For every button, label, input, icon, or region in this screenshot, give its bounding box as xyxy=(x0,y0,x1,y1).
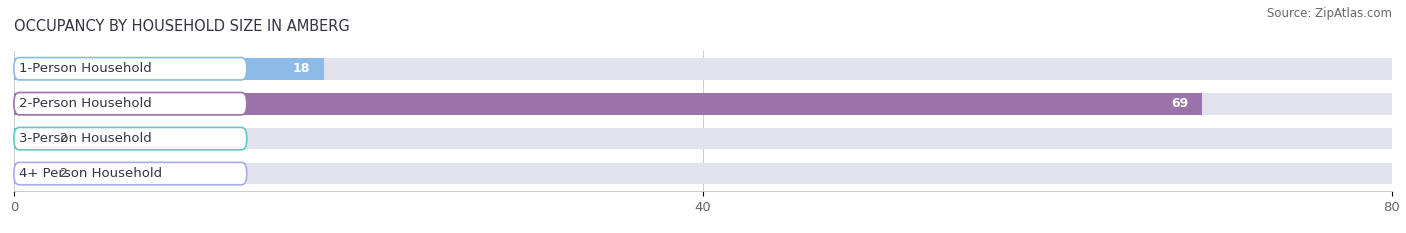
Text: Source: ZipAtlas.com: Source: ZipAtlas.com xyxy=(1267,7,1392,20)
Text: OCCUPANCY BY HOUSEHOLD SIZE IN AMBERG: OCCUPANCY BY HOUSEHOLD SIZE IN AMBERG xyxy=(14,20,350,34)
Text: 2: 2 xyxy=(59,132,66,145)
FancyBboxPatch shape xyxy=(14,127,246,150)
Bar xyxy=(14,93,1392,115)
FancyBboxPatch shape xyxy=(14,58,246,80)
Text: 2: 2 xyxy=(59,167,66,180)
Text: 3-Person Household: 3-Person Household xyxy=(20,132,152,145)
Text: 4+ Person Household: 4+ Person Household xyxy=(20,167,162,180)
Bar xyxy=(14,128,1392,150)
FancyBboxPatch shape xyxy=(14,93,246,115)
Bar xyxy=(14,58,325,80)
Bar xyxy=(14,163,48,185)
Bar xyxy=(14,93,1202,115)
Text: 1-Person Household: 1-Person Household xyxy=(20,62,152,75)
FancyBboxPatch shape xyxy=(14,162,246,185)
Text: 2-Person Household: 2-Person Household xyxy=(20,97,152,110)
Bar xyxy=(14,128,48,150)
Text: 18: 18 xyxy=(292,62,311,75)
Text: 69: 69 xyxy=(1171,97,1188,110)
Bar xyxy=(14,58,1392,80)
Bar xyxy=(14,163,1392,185)
